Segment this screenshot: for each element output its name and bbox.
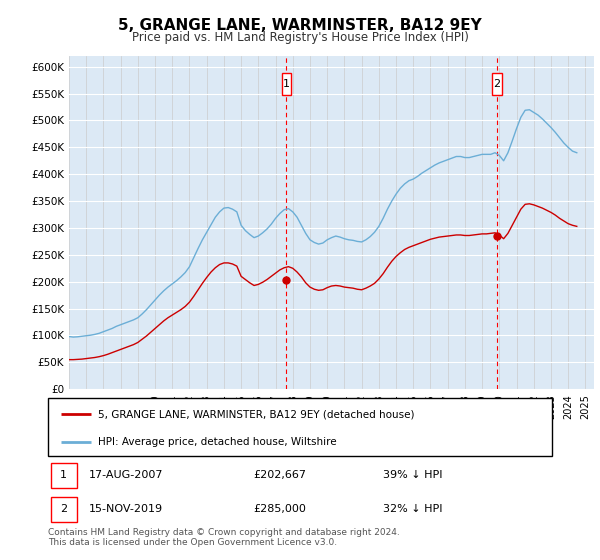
Text: HPI: Average price, detached house, Wiltshire: HPI: Average price, detached house, Wilt… bbox=[98, 437, 337, 447]
Text: 32% ↓ HPI: 32% ↓ HPI bbox=[383, 505, 442, 515]
Text: Contains HM Land Registry data © Crown copyright and database right 2024.
This d: Contains HM Land Registry data © Crown c… bbox=[48, 528, 400, 547]
Bar bbox=[281, 73, 291, 95]
Text: 5, GRANGE LANE, WARMINSTER, BA12 9EY: 5, GRANGE LANE, WARMINSTER, BA12 9EY bbox=[118, 18, 482, 33]
Text: £285,000: £285,000 bbox=[253, 505, 306, 515]
Text: 17-AUG-2007: 17-AUG-2007 bbox=[89, 470, 163, 480]
Text: 2: 2 bbox=[60, 505, 67, 515]
Text: 39% ↓ HPI: 39% ↓ HPI bbox=[383, 470, 442, 480]
Text: Price paid vs. HM Land Registry's House Price Index (HPI): Price paid vs. HM Land Registry's House … bbox=[131, 31, 469, 44]
Bar bbox=[493, 73, 502, 95]
Bar bbox=[50, 497, 77, 522]
Text: 15-NOV-2019: 15-NOV-2019 bbox=[89, 505, 163, 515]
Text: 2: 2 bbox=[494, 80, 501, 90]
Bar bbox=[50, 463, 77, 488]
Text: 1: 1 bbox=[60, 470, 67, 480]
Text: 1: 1 bbox=[283, 80, 290, 90]
Text: 5, GRANGE LANE, WARMINSTER, BA12 9EY (detached house): 5, GRANGE LANE, WARMINSTER, BA12 9EY (de… bbox=[98, 409, 415, 419]
Text: £202,667: £202,667 bbox=[253, 470, 306, 480]
